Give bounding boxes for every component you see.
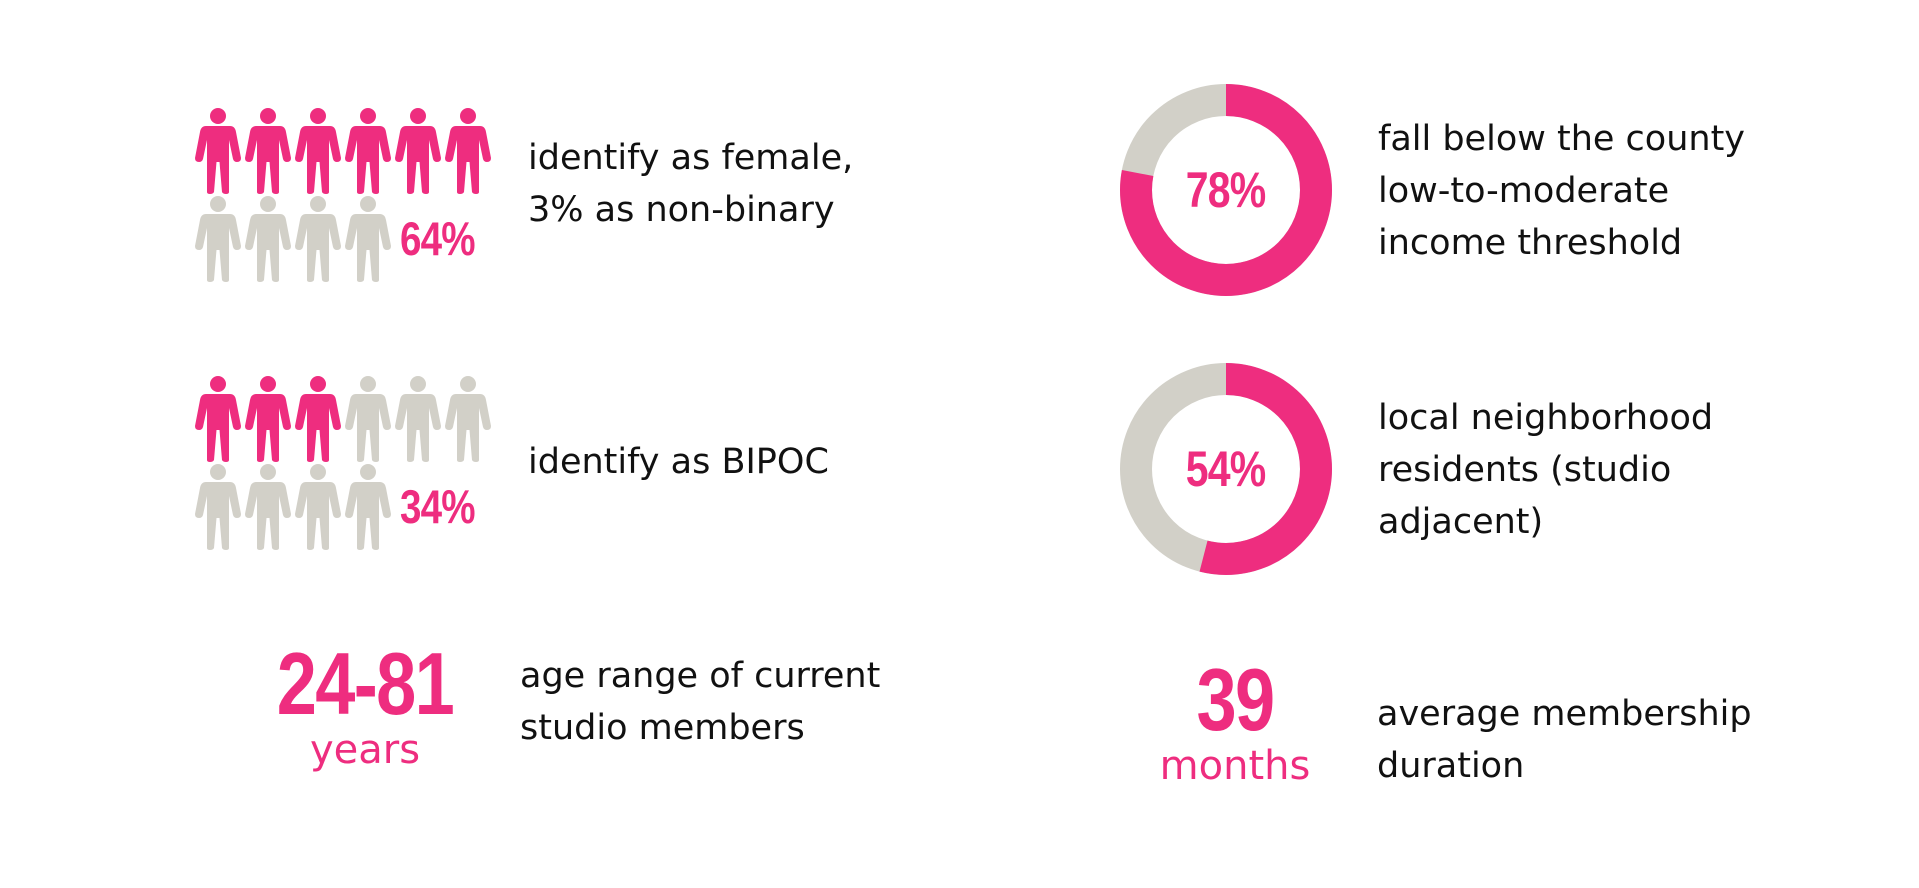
description-female: identify as female, 3% as non-binary [528, 132, 853, 236]
description-line: local neighborhood [1378, 398, 1714, 438]
person-icon [195, 376, 241, 462]
duration-unit: months [1159, 743, 1311, 789]
percent-female: 64% [400, 212, 476, 265]
description-line: residents (studio [1378, 450, 1672, 490]
person-icon [345, 108, 391, 194]
age-range-number: 24-81 [276, 634, 455, 733]
people-pictogram-bipoc [195, 376, 505, 561]
description-line: identify as BIPOC [528, 442, 829, 482]
person-icon [245, 108, 291, 194]
donut-value-segment [1120, 84, 1332, 296]
person-icon [295, 464, 341, 550]
percent-bipoc: 34% [400, 480, 476, 533]
description-line: studio members [520, 708, 805, 748]
person-icon [345, 196, 391, 282]
description-line: average membership [1377, 694, 1752, 734]
duration-number: 39 [1196, 650, 1275, 749]
description-line: adjacent) [1378, 502, 1544, 542]
description-age: age range of current studio members [520, 650, 880, 754]
person-icon [295, 196, 341, 282]
person-icon [345, 376, 391, 462]
donut-percent-income: 78% [1186, 162, 1266, 218]
donut-ring [1120, 363, 1332, 575]
donut-chart-income: 78% [1120, 84, 1332, 296]
age-range-unit: years [309, 727, 421, 773]
person-icon [245, 196, 291, 282]
description-line: 3% as non-binary [528, 190, 835, 230]
description-line: duration [1377, 746, 1525, 786]
person-icon [445, 108, 491, 194]
description-income: fall below the county low-to-moderate in… [1378, 113, 1745, 269]
person-icon [395, 376, 441, 462]
donut-chart-local: 54% [1120, 363, 1332, 575]
donut-value-segment [1120, 363, 1332, 575]
person-icon [195, 108, 241, 194]
duration-value: 39 months [1130, 650, 1340, 789]
person-icon [295, 376, 341, 462]
description-local: local neighborhood residents (studio adj… [1378, 392, 1713, 548]
description-line: fall below the county [1378, 119, 1746, 159]
person-icon [195, 196, 241, 282]
donut-ring [1120, 84, 1332, 296]
people-pictogram-female [195, 108, 505, 293]
age-range-value: 24-81 years [225, 634, 505, 773]
person-icon [445, 376, 491, 462]
description-line: income threshold [1378, 223, 1683, 263]
description-line: low-to-moderate [1378, 171, 1670, 211]
description-line: age range of current [520, 656, 881, 696]
person-icon [295, 108, 341, 194]
description-line: identify as female, [528, 138, 854, 178]
person-icon [195, 464, 241, 550]
person-icon [395, 108, 441, 194]
person-icon [345, 464, 391, 550]
person-icon [245, 376, 291, 462]
donut-percent-local: 54% [1186, 441, 1266, 497]
description-bipoc: identify as BIPOC [528, 436, 829, 488]
person-icon [245, 464, 291, 550]
description-duration: average membership duration [1377, 688, 1752, 792]
